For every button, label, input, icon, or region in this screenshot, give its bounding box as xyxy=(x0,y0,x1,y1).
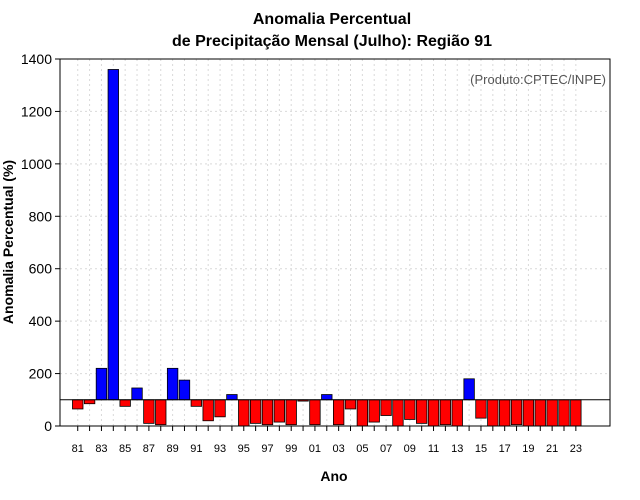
bar-21 xyxy=(546,399,558,427)
bar-09 xyxy=(404,399,416,420)
bar-16 xyxy=(487,399,499,427)
bar-19 xyxy=(522,399,535,427)
y-tick-label: 200 xyxy=(29,366,53,382)
x-tick-label: 13 xyxy=(451,443,463,455)
y-axis: 0 200 400 600 800 1000 1200 1400 xyxy=(21,51,60,434)
bar-13 xyxy=(451,399,463,427)
x-tick-label: 11 xyxy=(428,443,439,455)
x-tick-label: 95 xyxy=(238,443,250,455)
x-axis: 81 83 85 87 89 91 93 95 97 99 01 03 05 07 09 11 13 15 17 19… xyxy=(72,426,582,455)
bar-98 xyxy=(273,399,286,423)
bar-82 xyxy=(83,399,96,405)
bar-07 xyxy=(380,399,392,416)
bar-10 xyxy=(416,399,428,424)
x-tick-label: 19 xyxy=(522,443,534,455)
bar-20 xyxy=(534,399,546,427)
x-tick-label: 09 xyxy=(404,443,416,455)
bar-17 xyxy=(499,399,511,427)
x-tick-label: 21 xyxy=(546,443,558,455)
x-tick-label: 15 xyxy=(475,443,487,455)
x-tick-label: 01 xyxy=(309,443,321,455)
x-tick-label: 05 xyxy=(356,443,368,455)
bar-12 xyxy=(439,399,452,426)
bar-99 xyxy=(285,399,297,426)
bar-86 xyxy=(131,387,143,401)
y-tick-label: 600 xyxy=(29,261,53,277)
bar-88 xyxy=(155,399,167,426)
x-tick-label: 85 xyxy=(119,443,131,455)
source-credit: (Produto:CPTEC/INPE) xyxy=(470,72,606,87)
bar-06 xyxy=(368,399,380,423)
bar-87 xyxy=(143,399,155,424)
bar-22 xyxy=(558,399,570,427)
bar-93 xyxy=(214,399,226,418)
y-tick-label: 400 xyxy=(29,313,53,329)
bar-04 xyxy=(344,399,357,410)
bar-02 xyxy=(321,394,333,401)
bar-96 xyxy=(249,399,262,424)
bar-94 xyxy=(226,394,238,401)
chart-title-line-2: de Precipitação Mensal (Julho): Região 9… xyxy=(172,33,492,50)
x-tick-label: 91 xyxy=(190,443,202,455)
bar-84 xyxy=(107,69,119,401)
y-tick-label: 0 xyxy=(44,418,52,434)
x-tick-label: 89 xyxy=(166,443,178,455)
bar-83 xyxy=(95,367,108,401)
bar-91 xyxy=(190,399,202,407)
plot-frame xyxy=(59,58,611,427)
bar-92 xyxy=(202,399,214,422)
x-tick-label: 17 xyxy=(499,443,511,455)
y-tick-label: 800 xyxy=(29,208,53,224)
bar-89 xyxy=(166,367,179,401)
bar-14 xyxy=(463,378,475,401)
x-tick-label: 07 xyxy=(380,443,392,455)
bars xyxy=(72,69,582,427)
y-tick-label: 1400 xyxy=(21,51,52,67)
x-tick-label: 99 xyxy=(285,443,297,455)
bar-95 xyxy=(238,399,250,427)
bar-03 xyxy=(332,399,345,426)
y-tick-label: 1200 xyxy=(21,103,52,119)
bar-15 xyxy=(475,399,487,419)
bar-01 xyxy=(309,399,321,426)
bar-05 xyxy=(356,399,369,427)
bar-23 xyxy=(570,399,582,427)
x-tick-label: 23 xyxy=(570,443,582,455)
bar-11 xyxy=(427,399,440,427)
bar-85 xyxy=(119,399,131,407)
grid xyxy=(60,59,610,426)
bar-08 xyxy=(392,399,404,427)
bar-90 xyxy=(178,379,191,401)
x-tick-label: 97 xyxy=(261,443,273,455)
x-tick-label: 03 xyxy=(333,443,345,455)
x-tick-label: 93 xyxy=(214,443,226,455)
x-axis-label: Ano xyxy=(320,468,347,484)
x-tick-label: 81 xyxy=(72,443,84,455)
x-tick-label: 87 xyxy=(143,443,155,455)
y-axis-label: Anomalia Percentual (%) xyxy=(0,160,16,324)
x-tick-label: 83 xyxy=(95,443,107,455)
bar-18 xyxy=(510,399,523,426)
chart-title-line-1: Anomalia Percentual xyxy=(253,11,411,28)
bar-81 xyxy=(72,399,84,410)
y-tick-label: 1000 xyxy=(21,156,52,172)
bar-97 xyxy=(261,399,274,426)
